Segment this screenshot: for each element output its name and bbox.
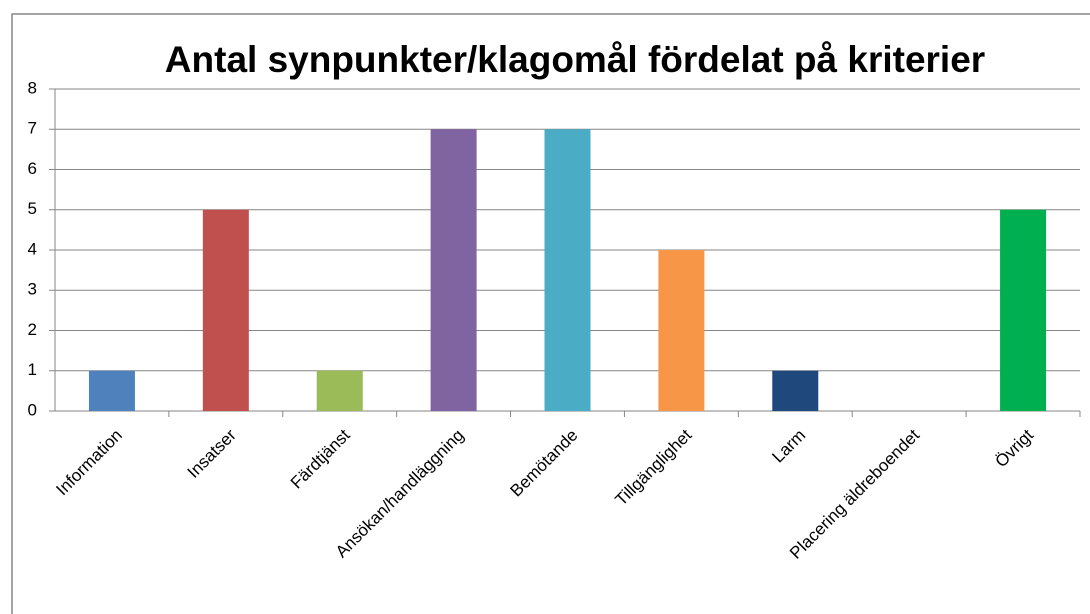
- y-tick-label: 2: [28, 320, 37, 339]
- y-tick-label: 3: [28, 280, 37, 299]
- bar: [544, 129, 591, 411]
- y-tick-label: 8: [28, 78, 37, 97]
- bar: [658, 250, 705, 411]
- y-tick-label: 4: [28, 239, 37, 258]
- y-tick-label: 6: [28, 159, 37, 178]
- bar: [430, 129, 477, 411]
- bar: [316, 370, 363, 411]
- chart-title: Antal synpunkter/klagomål fördelat på kr…: [165, 39, 985, 80]
- y-tick-label: 7: [28, 119, 37, 138]
- bar: [1000, 209, 1047, 411]
- y-tick-label: 5: [28, 199, 37, 218]
- y-tick-label: 0: [28, 400, 37, 419]
- bar: [202, 209, 249, 411]
- bar: [772, 370, 819, 411]
- bar: [88, 370, 135, 411]
- y-tick-label: 1: [28, 360, 37, 379]
